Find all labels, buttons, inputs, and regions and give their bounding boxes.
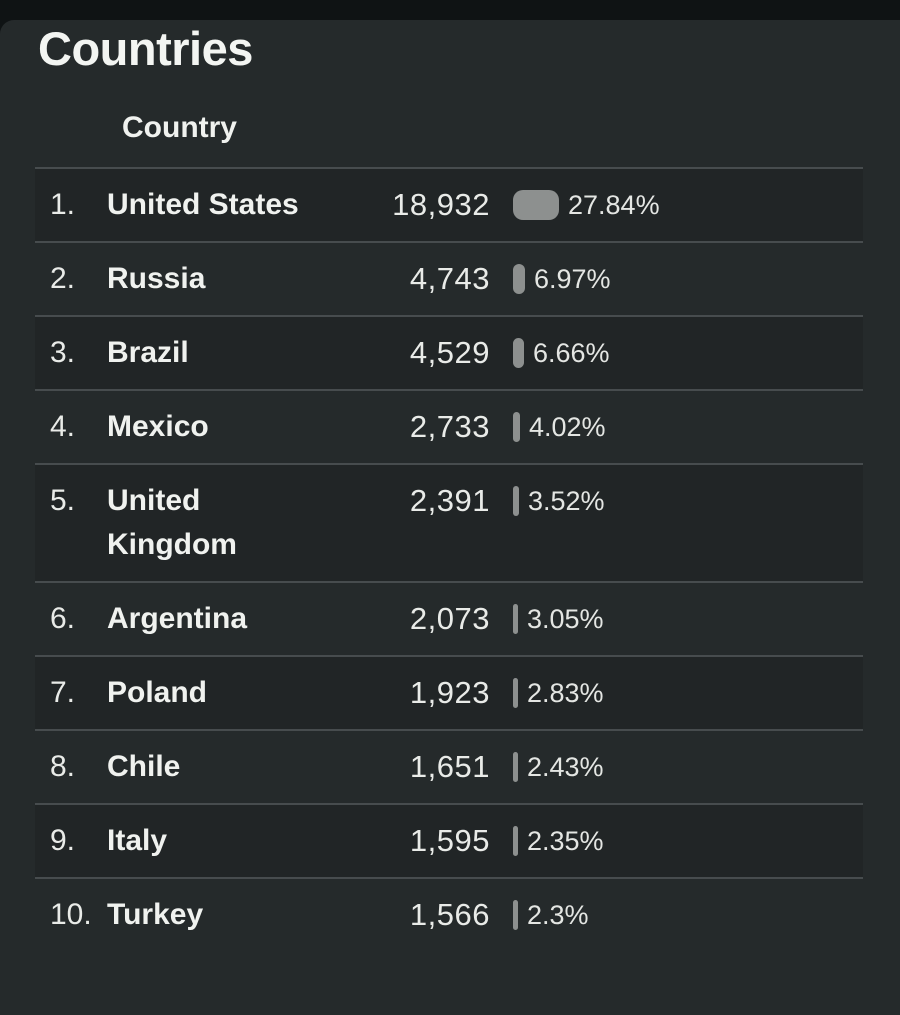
row-percentage: 2.3% bbox=[527, 900, 589, 930]
row-count: 4,743 bbox=[409, 261, 490, 296]
row-percentage: 2.83% bbox=[527, 678, 604, 708]
row-meta: 2.3% bbox=[513, 893, 589, 937]
row-percentage: 3.52% bbox=[528, 486, 605, 516]
row-meta: 2.35% bbox=[513, 819, 604, 863]
row-country-name: United Kingdom bbox=[107, 484, 237, 561]
countries-table: 1. United States 18,932 27.84% 2. Russia… bbox=[35, 167, 863, 951]
row-meta: 4.02% bbox=[513, 405, 606, 449]
row-count: 1,651 bbox=[409, 749, 490, 784]
row-count: 4,529 bbox=[409, 335, 490, 370]
table-row[interactable]: 5. United Kingdom 2,391 3.52% bbox=[35, 463, 863, 581]
row-count: 2,391 bbox=[409, 483, 490, 518]
row-country-name: Italy bbox=[107, 824, 168, 857]
row-meta: 2.83% bbox=[513, 671, 604, 715]
row-country-name: Russia bbox=[107, 262, 206, 295]
row-country-name: Turkey bbox=[107, 898, 204, 931]
row-meta: 3.05% bbox=[513, 597, 604, 641]
percentage-bar bbox=[513, 604, 518, 634]
row-rank: 5. bbox=[50, 484, 76, 517]
row-percentage: 2.43% bbox=[527, 752, 604, 782]
table-row[interactable]: 3. Brazil 4,529 6.66% bbox=[35, 315, 863, 389]
row-meta: 6.97% bbox=[513, 257, 611, 301]
column-header-country: Country bbox=[122, 111, 237, 144]
row-percentage: 3.05% bbox=[527, 604, 604, 634]
row-count: 2,733 bbox=[409, 409, 490, 444]
table-row[interactable]: 9. Italy 1,595 2.35% bbox=[35, 803, 863, 877]
row-country-name: Chile bbox=[107, 750, 181, 783]
row-country-name: Argentina bbox=[107, 602, 248, 635]
row-rank: 4. bbox=[50, 410, 76, 443]
table-row[interactable]: 8. Chile 1,651 2.43% bbox=[35, 729, 863, 803]
row-count: 2,073 bbox=[409, 601, 490, 636]
table-row[interactable]: 6. Argentina 2,073 3.05% bbox=[35, 581, 863, 655]
row-rank: 10. bbox=[50, 898, 92, 931]
table-row[interactable]: 1. United States 18,932 27.84% bbox=[35, 167, 863, 241]
percentage-bar bbox=[513, 486, 519, 516]
row-country-name: Brazil bbox=[107, 336, 189, 369]
table-row[interactable]: 4. Mexico 2,733 4.02% bbox=[35, 389, 863, 463]
row-rank: 3. bbox=[50, 336, 76, 369]
percentage-bar bbox=[513, 678, 518, 708]
table-row[interactable]: 2. Russia 4,743 6.97% bbox=[35, 241, 863, 315]
page-title: Countries bbox=[38, 22, 253, 75]
row-percentage: 27.84% bbox=[568, 190, 660, 220]
row-percentage: 2.35% bbox=[527, 826, 604, 856]
row-meta: 6.66% bbox=[513, 331, 610, 375]
row-count: 1,566 bbox=[409, 897, 490, 932]
table-row[interactable]: 10. Turkey 1,566 2.3% bbox=[35, 877, 863, 951]
percentage-bar bbox=[513, 826, 518, 856]
row-meta: 3.52% bbox=[513, 479, 605, 523]
row-country-name: Poland bbox=[107, 676, 208, 709]
table-row[interactable]: 7. Poland 1,923 2.83% bbox=[35, 655, 863, 729]
row-rank: 7. bbox=[50, 676, 76, 709]
row-meta: 2.43% bbox=[513, 745, 604, 789]
row-rank: 2. bbox=[50, 262, 76, 295]
percentage-bar bbox=[513, 338, 524, 368]
percentage-bar bbox=[513, 752, 518, 782]
row-rank: 6. bbox=[50, 602, 76, 635]
row-country-name: United States bbox=[107, 188, 299, 221]
row-percentage: 6.66% bbox=[533, 338, 610, 368]
row-rank: 9. bbox=[50, 824, 76, 857]
row-percentage: 4.02% bbox=[529, 412, 606, 442]
row-count: 1,595 bbox=[409, 823, 490, 858]
row-count: 1,923 bbox=[409, 675, 490, 710]
percentage-bar bbox=[513, 264, 525, 294]
row-percentage: 6.97% bbox=[534, 264, 611, 294]
row-meta: 27.84% bbox=[513, 183, 660, 227]
countries-panel: Countries Country 1. United States 18,93… bbox=[0, 20, 900, 1015]
percentage-bar bbox=[513, 412, 520, 442]
row-country-name: Mexico bbox=[107, 410, 209, 443]
percentage-bar bbox=[513, 900, 518, 930]
percentage-bar bbox=[513, 190, 559, 220]
row-rank: 8. bbox=[50, 750, 76, 783]
row-rank: 1. bbox=[50, 188, 76, 221]
row-count: 18,932 bbox=[392, 187, 490, 222]
